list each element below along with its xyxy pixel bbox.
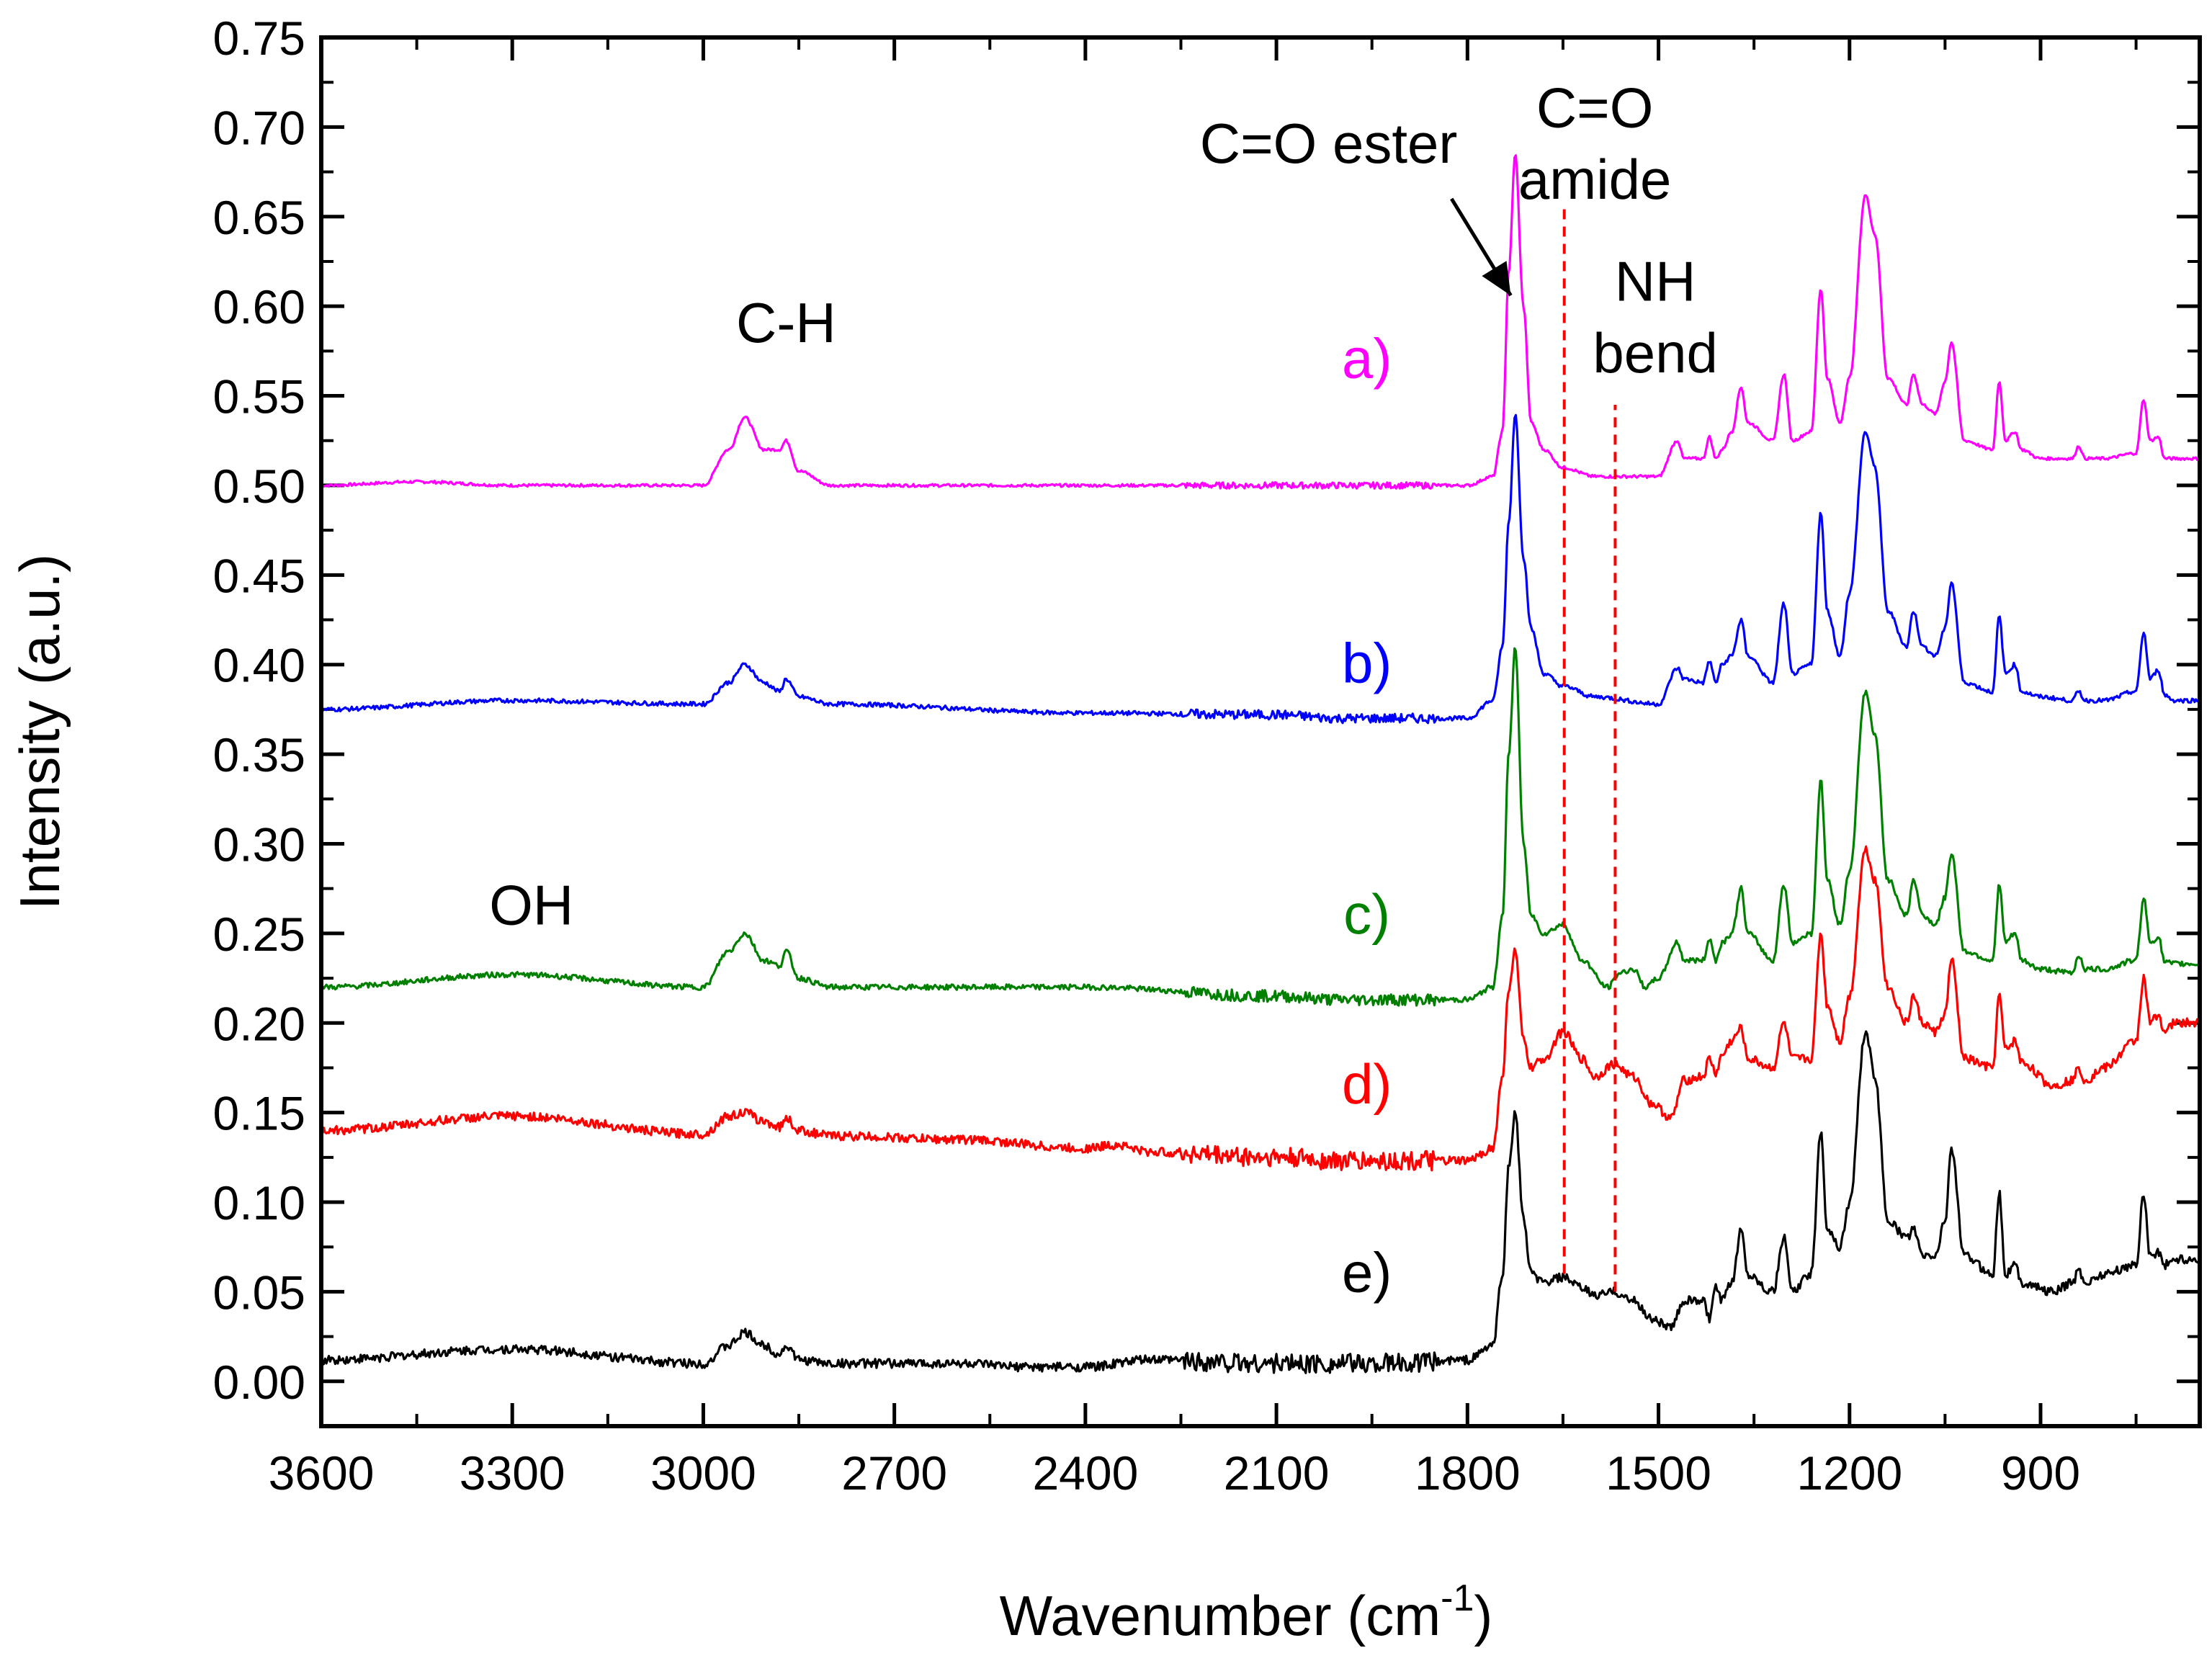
series-line-c xyxy=(320,647,2201,1007)
x-tick-label: 3300 xyxy=(460,1446,565,1500)
y-tick-label: 0.75 xyxy=(213,12,305,65)
y-tick-label: 0.60 xyxy=(213,280,305,333)
y-tick-label: 0.40 xyxy=(213,639,305,692)
series-label-c: c) xyxy=(1343,882,1390,946)
y-tick-label: 0.70 xyxy=(213,101,305,154)
y-tick-label: 0.65 xyxy=(213,191,305,244)
plot-frame xyxy=(319,35,2202,1428)
y-tick-label: 0.05 xyxy=(213,1266,305,1319)
y-tick-label: 0.00 xyxy=(213,1356,305,1409)
x-tick-label: 2700 xyxy=(841,1446,947,1500)
x-tick-label: 3600 xyxy=(269,1446,375,1500)
axis-ticks: 0.00 0.05 0.10 0.15 0.20 0.25 0.30 0.35 0.40 0.45… xyxy=(213,12,2200,1500)
series-line-d xyxy=(320,845,2200,1172)
annotation-0: C-H xyxy=(736,291,836,354)
annotation-4: amide xyxy=(1518,148,1671,211)
y-tick-label: 0.45 xyxy=(213,549,305,602)
x-tick-label: 1800 xyxy=(1415,1446,1521,1500)
x-tick-label: 1200 xyxy=(1796,1446,1902,1500)
series-label-a: a) xyxy=(1342,327,1392,390)
y-tick-label: 0.30 xyxy=(213,818,305,871)
x-tick-label: 1500 xyxy=(1606,1446,1711,1500)
x-tick-label: 2400 xyxy=(1032,1446,1138,1500)
y-axis-label: Intensity (a.u.) xyxy=(8,554,71,910)
series-label-d: d) xyxy=(1342,1052,1392,1116)
y-tick-label: 0.50 xyxy=(213,460,305,513)
annotation-2: C=O ester xyxy=(1200,112,1458,175)
series-lines xyxy=(320,154,2201,1374)
ester-arrow-head xyxy=(1482,261,1511,296)
x-tick-label: 3000 xyxy=(650,1446,756,1500)
x-tick-label: 900 xyxy=(2001,1446,2080,1500)
y-tick-label: 0.35 xyxy=(213,728,305,782)
x-tick-label: 2100 xyxy=(1224,1446,1330,1500)
series-line-e xyxy=(321,1030,2201,1374)
x-axis-label-main: Wavenumber (cm xyxy=(1000,1584,1441,1647)
y-tick-label: 0.15 xyxy=(213,1087,305,1140)
series-line-b xyxy=(320,413,2201,725)
y-tick-label: 0.20 xyxy=(213,997,305,1050)
annotation-3: C=O xyxy=(1536,76,1654,139)
annotation-6: bend xyxy=(1593,321,1718,385)
series-label-b: b) xyxy=(1342,632,1392,695)
x-axis-label: Wavenumber (cm-1) xyxy=(1000,1577,1493,1647)
y-tick-label: 0.10 xyxy=(213,1176,305,1230)
x-axis-label-superscript: -1 xyxy=(1441,1577,1474,1619)
y-tick-label: 0.25 xyxy=(213,908,305,961)
series-label-e: e) xyxy=(1342,1240,1392,1304)
series-line-a xyxy=(321,154,2200,490)
annotation-1: OH xyxy=(489,873,573,936)
y-tick-label: 0.55 xyxy=(213,370,305,424)
x-axis-label-close: ) xyxy=(1474,1584,1492,1647)
reference-lines xyxy=(1562,207,1617,1292)
annotations: a) b) c) d) e) C-H OH C=O ester C=O amide NH bend xyxy=(489,76,1718,1304)
annotation-5: NH xyxy=(1615,250,1696,313)
